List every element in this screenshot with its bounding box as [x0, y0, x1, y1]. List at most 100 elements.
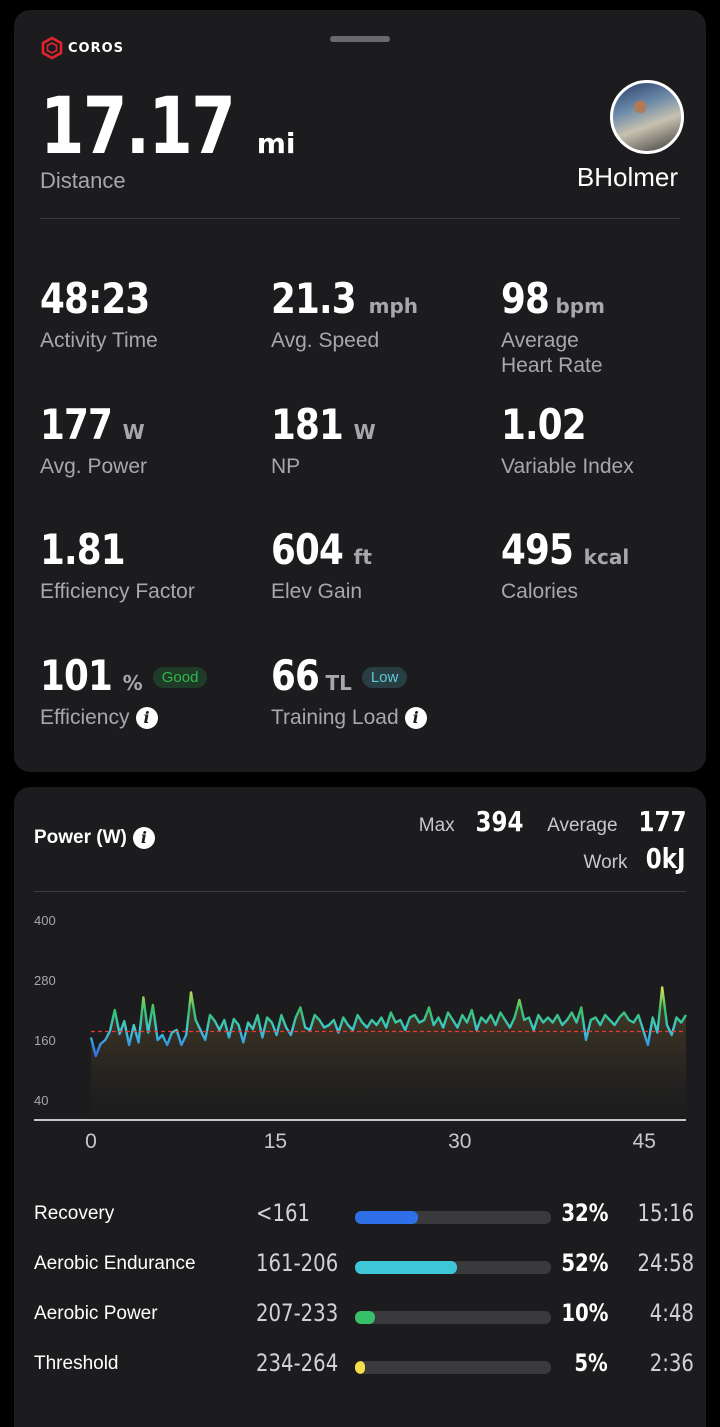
metric-label: Training Load i — [271, 705, 491, 730]
distance-value-group: 17.17 mi — [40, 82, 296, 172]
power-work: Work 0kJ — [583, 842, 686, 875]
metric-value: 21.3 — [271, 274, 357, 323]
metric-training-load: 66 TL Low Training Load i — [271, 651, 491, 730]
average-label: Average — [547, 815, 618, 836]
metric-unit: TL — [325, 671, 352, 695]
metric-variable-index: 1.02 Variable Index — [501, 400, 720, 479]
info-icon[interactable]: i — [135, 707, 158, 730]
zone-row-aerobic-endurance: Aerobic Endurance 161-206 52% 24:58 — [34, 1247, 694, 1287]
summary-divider — [40, 218, 680, 219]
metric-value: 48:23 — [40, 274, 150, 323]
metric-value-row: 98 bpm — [501, 274, 720, 326]
metric-label: NP — [271, 454, 491, 479]
zone-range: <161 — [256, 1199, 311, 1227]
zone-row-threshold: Threshold 234-264 5% 2:36 — [34, 1347, 694, 1387]
max-value: 394 — [475, 805, 524, 838]
metric-value-row: 177 W — [40, 400, 260, 452]
zone-progress-fill — [355, 1361, 365, 1374]
metric-efficiency: 101% Good Efficiency i — [40, 651, 260, 730]
metric-calories: 495 kcal Calories — [501, 525, 720, 604]
x-tick-label: 45 — [633, 1130, 656, 1152]
metric-label: Efficiency Factor — [40, 579, 260, 604]
metric-unit: bpm — [555, 294, 605, 318]
metric-label-text: Training Load — [271, 706, 399, 729]
max-label: Max — [418, 815, 455, 836]
metric-avg-power: 177 W Avg. Power — [40, 400, 260, 479]
zone-time: 24:58 — [637, 1249, 694, 1277]
power-area-fill — [91, 987, 686, 1120]
metric-label: Avg. Power — [40, 454, 260, 479]
metric-value-row: 181 W — [271, 400, 491, 452]
metric-unit: W — [353, 420, 376, 444]
y-tick-label: 400 — [34, 913, 56, 928]
metric-label-text: Efficiency Factor — [40, 580, 195, 603]
zone-percent: 32% — [560, 1199, 608, 1227]
work-value: 0kJ — [646, 842, 686, 875]
x-tick-label: 30 — [448, 1130, 471, 1152]
metric-activity-time: 48:23 Activity Time — [40, 274, 260, 353]
zone-progress-fill — [355, 1261, 457, 1274]
metric-value-row: 604 ft — [271, 525, 491, 577]
logo-text: COROS — [68, 40, 125, 56]
zone-progress-track — [355, 1311, 551, 1324]
zone-range: 161-206 — [256, 1249, 339, 1277]
metric-value: 495 — [501, 525, 574, 574]
metric-label-text: NP — [271, 455, 301, 478]
metric-label: Avg. Speed — [271, 328, 491, 353]
info-icon[interactable]: i — [132, 827, 155, 849]
zone-row-aerobic-power: Aerobic Power 207-233 10% 4:48 — [34, 1297, 694, 1337]
zone-percent: 52% — [560, 1249, 608, 1277]
metric-unit: % — [122, 671, 143, 695]
zone-progress-fill — [355, 1311, 375, 1324]
metric-value-row: 1.02 — [501, 400, 720, 452]
zone-percent: 5% — [574, 1349, 608, 1377]
coros-logo: COROS — [40, 36, 124, 60]
power-chart[interactable]: 400 280 160 40 0 15 30 45 — [14, 902, 706, 1153]
zone-name: Aerobic Power — [34, 1303, 158, 1324]
metric-value: 98 — [501, 274, 550, 323]
username[interactable]: BHolmer — [576, 162, 678, 192]
distance-value: 17.17 — [40, 82, 236, 172]
info-icon[interactable]: i — [404, 707, 427, 730]
metric-value: 177 — [40, 400, 113, 449]
status-badge: Good — [152, 666, 208, 688]
metric-unit: W — [122, 420, 145, 444]
metric-label-text: Variable Index — [501, 455, 634, 478]
metric-value: 604 — [271, 525, 344, 574]
metric-avg-speed: 21.3 mph Avg. Speed — [271, 274, 491, 353]
metric-value-row: 66 TL Low — [271, 651, 491, 703]
activity-summary-card: COROS 17.17 mi Distance BHolmer 48:23 Act… — [14, 10, 706, 772]
metric-label: Elev Gain — [271, 579, 491, 604]
zone-progress-track — [355, 1211, 551, 1224]
metric-value-row: 1.81 — [40, 525, 260, 577]
metric-value: 66 — [271, 651, 320, 700]
power-title: Power (W) i — [34, 827, 155, 849]
metric-label-text: Avg. Speed — [271, 329, 380, 352]
metric-value: 101 — [40, 651, 113, 700]
metric-elev-gain: 604 ft Elev Gain — [271, 525, 491, 604]
power-max-average: Max 394 Average 177 — [419, 805, 686, 838]
metric-label: Calories — [501, 579, 720, 604]
y-tick-label: 280 — [34, 973, 56, 988]
zone-range: 207-233 — [256, 1299, 339, 1327]
zone-progress-track — [355, 1261, 551, 1274]
distance-unit: mi — [256, 127, 296, 160]
zone-progress-fill — [355, 1211, 418, 1224]
average-value: 177 — [638, 805, 686, 838]
power-card: Power (W) i Max 394 Average 177 Work 0kJ … — [14, 787, 706, 1427]
zone-name: Recovery — [34, 1203, 115, 1224]
metric-value: 181 — [271, 400, 344, 449]
zone-time: 15:16 — [637, 1199, 694, 1227]
metric-np: 181 W NP — [271, 400, 491, 479]
metric-average-heart-rate: 98 bpm Average Heart Rate — [501, 274, 720, 378]
y-tick-label: 40 — [34, 1093, 48, 1108]
drag-handle[interactable] — [330, 36, 390, 42]
zone-progress-track — [355, 1361, 551, 1374]
zone-row-recovery: Recovery <161 32% 15:16 — [34, 1197, 694, 1237]
avatar[interactable] — [610, 80, 684, 154]
coros-logo-icon — [41, 36, 63, 60]
power-divider — [34, 891, 686, 892]
x-tick-label: 0 — [85, 1130, 97, 1152]
metric-label: Efficiency i — [40, 705, 260, 730]
